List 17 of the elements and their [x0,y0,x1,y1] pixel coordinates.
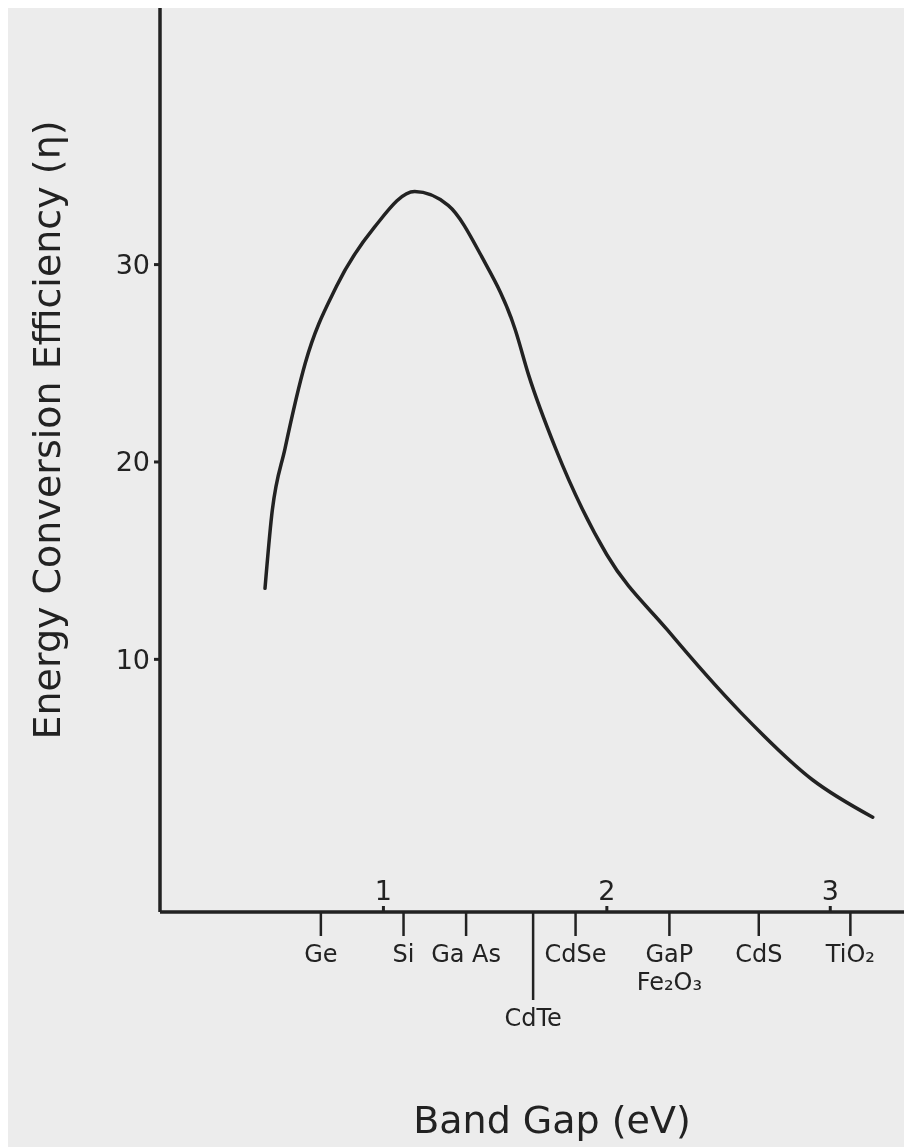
x-tick-label: 2 [598,875,616,906]
y-axis-title: Energy Conversion Efficiency (η) [25,120,69,740]
ref-line-label: Ge [304,940,338,968]
ref-line-label: CdS [735,940,783,968]
ref-line-label: Si [392,940,415,968]
line-series [263,189,875,820]
ref-line-label: CdTe [504,1004,562,1032]
x-tick-label: 3 [821,875,839,906]
ref-line-label: TiO₂ [824,940,875,968]
ref-line-label: GaP Fe₂O₃ [636,940,703,996]
y-tick-label: 20 [115,446,150,478]
y-tick-label: 30 [115,249,150,281]
ref-line-label: Ga As [431,940,502,968]
y-tick-label: 10 [115,643,150,675]
ref-line-label: CdSe [544,940,607,968]
x-axis-title: Band Gap (eV) [413,1098,691,1142]
x-tick-label: 1 [374,875,393,906]
